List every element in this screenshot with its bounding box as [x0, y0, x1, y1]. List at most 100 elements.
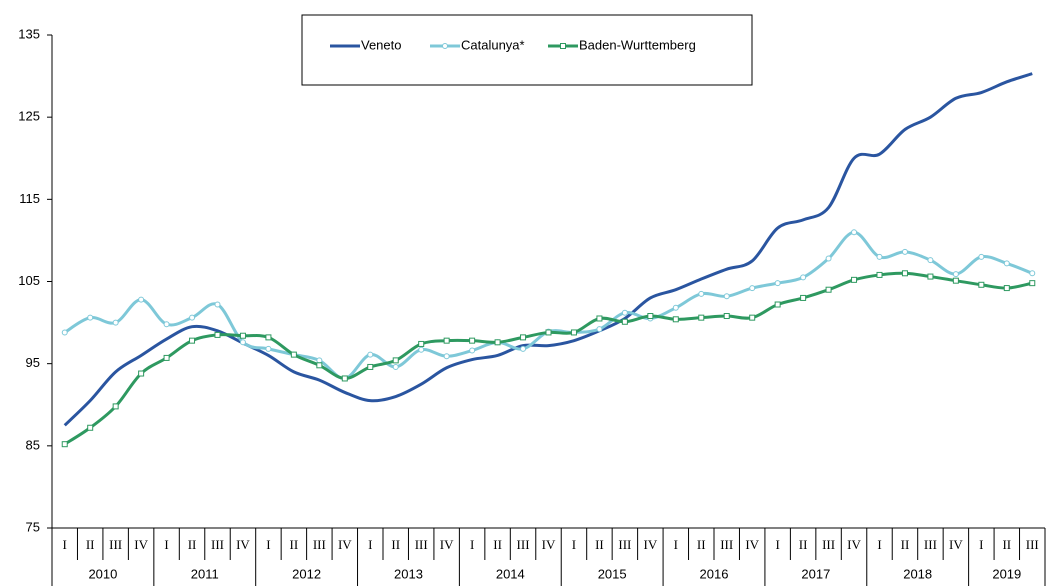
- marker: [392, 363, 399, 370]
- x-tick-label: II: [86, 537, 95, 552]
- x-tick-label: II: [493, 537, 502, 552]
- marker: [774, 301, 781, 308]
- marker: [290, 351, 297, 358]
- marker: [672, 304, 679, 311]
- x-tick-label: III: [415, 537, 428, 552]
- year-label: 2017: [801, 566, 830, 581]
- year-label: 2014: [496, 566, 525, 581]
- marker: [596, 326, 603, 333]
- x-tick-label: II: [1002, 537, 1011, 552]
- marker: [469, 347, 476, 354]
- marker: [418, 340, 425, 347]
- x-tick-label: IV: [134, 537, 148, 552]
- x-tick-label: III: [109, 537, 122, 552]
- x-tick-label: II: [697, 537, 706, 552]
- y-tick-label: 95: [26, 355, 40, 370]
- x-tick-label: II: [391, 537, 400, 552]
- marker: [698, 314, 705, 321]
- marker: [723, 313, 730, 320]
- marker: [851, 229, 858, 236]
- marker: [520, 345, 527, 352]
- y-tick-label: 125: [18, 109, 40, 124]
- marker: [392, 357, 399, 364]
- marker: [138, 296, 145, 303]
- legend-label: Catalunya*: [461, 37, 525, 52]
- y-tick-label: 105: [18, 273, 40, 288]
- x-tick-label: I: [877, 537, 881, 552]
- marker: [418, 346, 425, 353]
- marker: [621, 309, 628, 316]
- year-label: 2016: [700, 566, 729, 581]
- marker: [901, 248, 908, 255]
- marker: [239, 339, 246, 346]
- marker: [647, 313, 654, 320]
- marker: [239, 332, 246, 339]
- marker: [800, 274, 807, 281]
- legend-marker: [560, 43, 566, 49]
- y-tick-label: 135: [18, 26, 40, 41]
- x-tick-label: I: [470, 537, 474, 552]
- marker: [1003, 260, 1010, 267]
- marker: [469, 337, 476, 344]
- marker: [214, 331, 221, 338]
- marker: [61, 329, 68, 336]
- x-tick-label: II: [290, 537, 299, 552]
- marker: [901, 270, 908, 277]
- marker: [545, 329, 552, 336]
- year-label: 2012: [292, 566, 321, 581]
- x-tick-label: III: [618, 537, 631, 552]
- marker: [774, 280, 781, 287]
- x-tick-label: IV: [236, 537, 250, 552]
- marker: [367, 351, 374, 358]
- marker: [672, 316, 679, 323]
- x-tick-label: III: [517, 537, 530, 552]
- year-label: 2018: [903, 566, 932, 581]
- y-tick-label: 115: [19, 191, 40, 206]
- x-tick-label: III: [924, 537, 937, 552]
- series-line: [63, 271, 1033, 446]
- marker: [163, 321, 170, 328]
- x-tick-label: IV: [643, 537, 657, 552]
- x-tick-label: I: [572, 537, 576, 552]
- marker: [698, 290, 705, 297]
- marker: [494, 339, 501, 346]
- x-tick-label: II: [799, 537, 808, 552]
- x-tick-label: III: [313, 537, 326, 552]
- marker: [87, 314, 94, 321]
- y-tick-label: 75: [26, 519, 40, 534]
- marker: [800, 294, 807, 301]
- year-label: 2010: [88, 566, 117, 581]
- marker: [876, 253, 883, 260]
- x-tick-label: III: [1026, 537, 1039, 552]
- marker: [367, 363, 374, 370]
- marker: [876, 271, 883, 278]
- marker: [443, 353, 450, 360]
- marker: [61, 441, 68, 448]
- marker: [749, 314, 756, 321]
- marker: [265, 345, 272, 352]
- marker: [570, 329, 577, 336]
- marker: [621, 318, 628, 325]
- x-tick-label: IV: [542, 537, 556, 552]
- marker: [138, 370, 145, 377]
- marker: [265, 334, 272, 341]
- marker: [214, 301, 221, 308]
- series-line: [63, 72, 1033, 427]
- legend-label: Baden-Wurttemberg: [579, 37, 696, 52]
- marker: [1003, 285, 1010, 292]
- x-tick-label: IV: [745, 537, 759, 552]
- x-tick-label: I: [164, 537, 168, 552]
- x-tick-label: IV: [847, 537, 861, 552]
- marker: [443, 337, 450, 344]
- marker: [927, 273, 934, 280]
- x-tick-label: I: [979, 537, 983, 552]
- x-tick-label: III: [822, 537, 835, 552]
- marker: [596, 315, 603, 322]
- marker: [825, 255, 832, 262]
- marker: [520, 334, 527, 341]
- marker: [927, 257, 934, 264]
- marker: [749, 285, 756, 292]
- y-tick-label: 85: [26, 437, 40, 452]
- legend-label: Veneto: [361, 37, 402, 52]
